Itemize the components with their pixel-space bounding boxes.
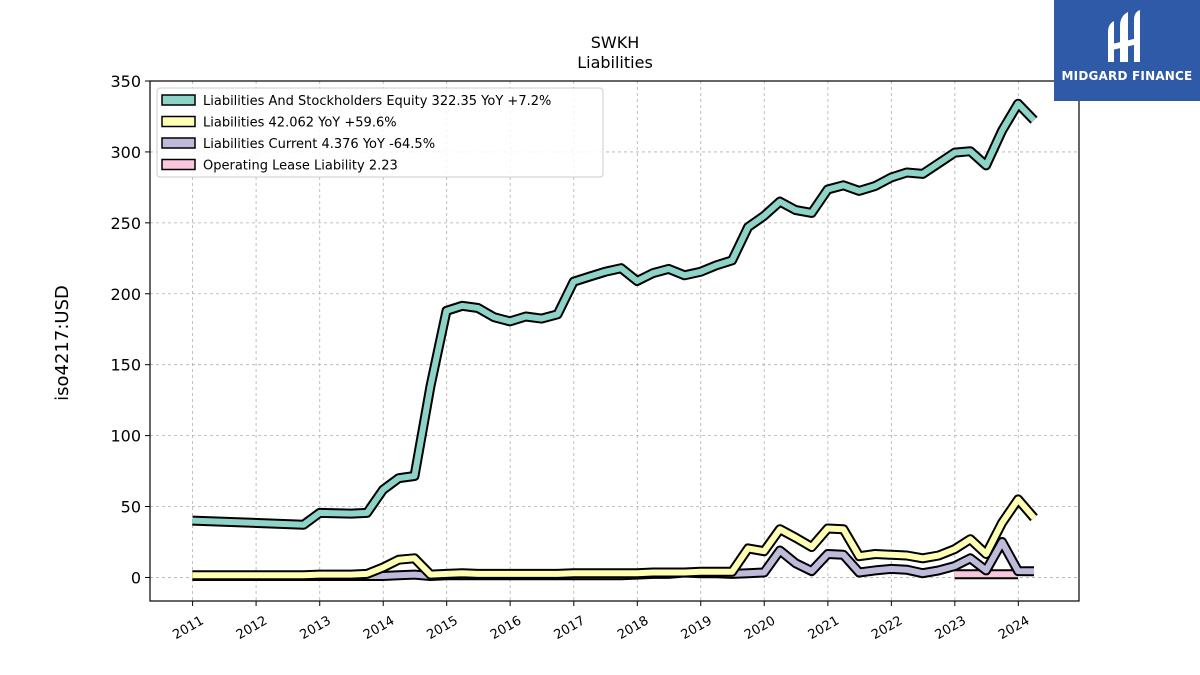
y-tick-label: 350 (110, 72, 141, 91)
legend-swatch (161, 115, 196, 128)
series-line (192, 100, 1037, 528)
y-tick-label: 50 (121, 498, 141, 517)
x-tick-label: 2024 (996, 613, 1032, 643)
x-tick-label: 2018 (615, 613, 651, 643)
x-axis: 2011 2012 2013 2014 2015 2016 2017 2018 2019 2020… (170, 601, 1032, 643)
x-tick-label: 2022 (869, 613, 905, 643)
logo-mark-icon (1108, 10, 1140, 62)
x-tick-label: 2013 (298, 613, 334, 643)
series-liabilities-and-stockholders-equity (192, 98, 1038, 530)
x-tick-label: 2015 (425, 613, 461, 643)
legend-label: Liabilities Current 4.376 YoY -64.5% (203, 137, 435, 152)
legend-box (156, 87, 604, 178)
plot-frame (149, 80, 1080, 602)
y-tick-label: 0 (131, 568, 141, 587)
legend-label: Liabilities And Stockholders Equity 322.… (203, 94, 551, 109)
y-tick-label: 250 (110, 214, 141, 233)
series-line (192, 496, 1037, 579)
x-tick-label: 2012 (234, 613, 270, 643)
midgard-finance-logo: MIDGARD FINANCE (1054, 0, 1200, 101)
legend-swatch (161, 94, 196, 106)
x-tick-label: 2011 (170, 613, 206, 643)
x-tick-label: 2023 (933, 613, 969, 643)
y-tick-label: 300 (110, 143, 141, 162)
legend: Liabilities And Stockholders Equity 322.… (156, 87, 604, 178)
chart-subtitle: Liabilities (577, 53, 653, 72)
y-axis-label: iso4217:USD (52, 285, 73, 401)
y-axis: 0 50 100 150 200 250 300 350 (110, 72, 150, 587)
x-tick-label: 2019 (679, 613, 715, 643)
x-tick-label: 2020 (742, 613, 778, 643)
plot-area (192, 98, 1038, 581)
chart-title: SWKH (591, 33, 640, 52)
series-liabilities (192, 494, 1038, 581)
y-tick-label: 100 (110, 427, 141, 446)
x-tick-label: 2021 (806, 613, 842, 643)
legend-label: Operating Lease Liability 2.23 (203, 159, 398, 174)
logo-text: MIDGARD FINANCE (1061, 69, 1193, 83)
x-tick-label: 2014 (361, 613, 397, 643)
x-tick-label: 2016 (488, 613, 524, 643)
legend-swatch (161, 137, 196, 149)
legend-swatch (161, 158, 196, 171)
y-tick-label: 200 (110, 285, 141, 304)
y-tick-label: 150 (110, 356, 141, 375)
x-tick-label: 2017 (552, 613, 588, 643)
legend-label: Liabilities 42.062 YoY +59.6% (203, 116, 397, 131)
